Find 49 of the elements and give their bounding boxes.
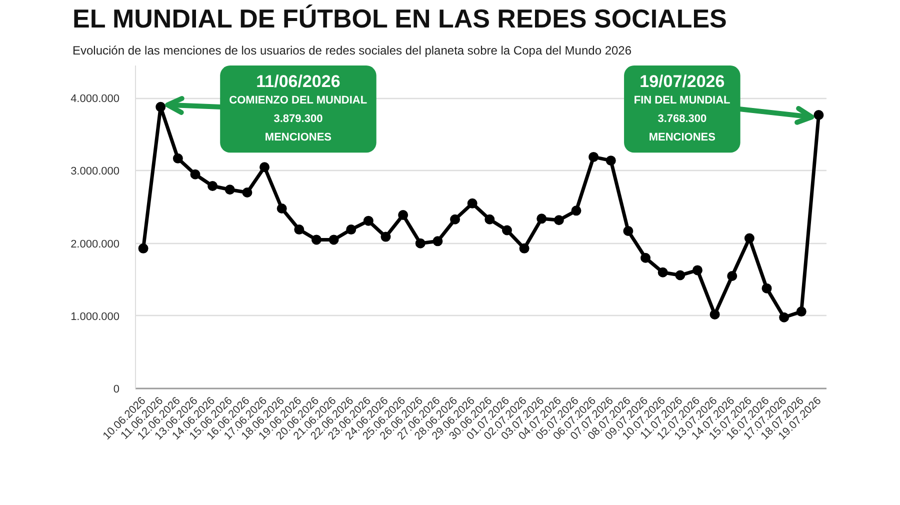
point (415, 238, 426, 248)
annotation: 19/07/2026 FIN DEL MUNDIAL 3.768.300 MENCIONES (634, 72, 731, 144)
point (502, 225, 512, 236)
point (658, 267, 668, 278)
point (432, 236, 443, 246)
point (346, 224, 356, 235)
point (311, 234, 322, 245)
point (623, 226, 634, 236)
point (380, 232, 391, 242)
point (606, 156, 616, 166)
point (156, 102, 166, 112)
point (328, 234, 339, 245)
point (571, 206, 582, 216)
point (779, 312, 790, 322)
annotation: 11/06/2026 COMIENZO DEL MUNDIAL 3.879.300 MENCIONES (229, 72, 368, 144)
point (519, 243, 530, 254)
point (363, 216, 374, 226)
point (484, 214, 495, 224)
point (467, 198, 478, 208)
point (242, 188, 252, 198)
point (692, 265, 702, 276)
y-tick-label: 3.000.000 (70, 166, 120, 178)
point (536, 214, 547, 224)
point (208, 181, 218, 191)
point (138, 243, 148, 254)
point (710, 309, 720, 320)
point (172, 153, 183, 164)
point (762, 283, 772, 294)
point (727, 271, 738, 281)
point (588, 152, 599, 162)
y-tick-label: 0 (113, 384, 120, 396)
point (450, 214, 460, 224)
point (640, 252, 651, 263)
point (276, 204, 287, 214)
point (675, 270, 686, 280)
y-tick-label: 2.000.000 (70, 238, 120, 250)
point (744, 233, 754, 244)
chart-subtitle: Evolución de las menciones de los usuarios de redes sociales del planeta sobre la Copa del Mundo 2026 (72, 44, 632, 58)
point (294, 224, 304, 235)
point (554, 215, 564, 226)
point (398, 210, 408, 220)
point (814, 110, 824, 120)
point (260, 162, 270, 172)
y-tick-label: 4.000.000 (70, 93, 120, 106)
point (224, 184, 235, 195)
point (796, 306, 806, 317)
point (190, 169, 200, 180)
y-tick-label: 1.000.000 (70, 310, 120, 323)
chart-title: EL MUNDIAL DE FÚTBOL EN LAS REDES SOCIALES (72, 4, 727, 34)
